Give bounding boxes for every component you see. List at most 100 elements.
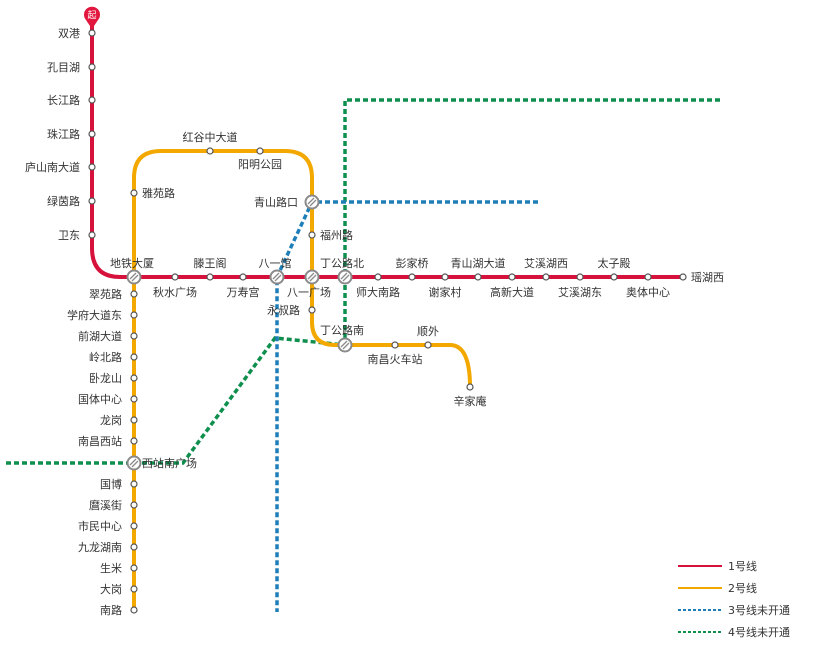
station-dot[interactable] xyxy=(679,273,687,281)
station-dot[interactable] xyxy=(130,564,138,572)
station-label[interactable]: 绿茵路 xyxy=(47,194,80,208)
station-label[interactable]: 高新大道 xyxy=(490,285,534,299)
station-dot[interactable] xyxy=(130,480,138,488)
station-label[interactable]: 彭家桥 xyxy=(396,256,429,270)
station-label[interactable]: 南昌火车站 xyxy=(368,352,423,366)
station-dot[interactable] xyxy=(130,374,138,382)
station-dot[interactable] xyxy=(171,273,179,281)
station-label[interactable]: 顺外 xyxy=(417,325,439,338)
transfer-station-icon[interactable] xyxy=(304,194,320,210)
station-label[interactable]: 珠江路 xyxy=(47,127,80,141)
station-label[interactable]: 长江路 xyxy=(47,94,80,107)
transfer-station-icon[interactable] xyxy=(304,269,320,285)
transfer-station-icon[interactable] xyxy=(269,269,285,285)
station-label[interactable]: 岭北路 xyxy=(89,350,122,364)
station-label[interactable]: 青山湖大道 xyxy=(451,256,506,270)
station-label[interactable]: 福州路 xyxy=(320,228,353,242)
station-label[interactable]: 丁公路南 xyxy=(320,324,364,337)
station-label[interactable]: 国体中心 xyxy=(78,392,122,406)
transfer-station-icon[interactable] xyxy=(337,337,353,353)
station-dot[interactable] xyxy=(610,273,618,281)
station-label[interactable]: 前湖大道 xyxy=(78,329,122,343)
station-label[interactable]: 师大南路 xyxy=(356,285,400,299)
station-label[interactable]: 南路 xyxy=(100,604,122,617)
station-label[interactable]: 九龙湖南 xyxy=(78,541,122,554)
station-label[interactable]: 阳明公园 xyxy=(238,158,282,171)
station-dot[interactable] xyxy=(88,29,96,37)
station-label[interactable]: 八一广场 xyxy=(287,285,331,299)
station-dot[interactable] xyxy=(130,543,138,551)
station-dot[interactable] xyxy=(88,163,96,171)
station-label[interactable]: 市民中心 xyxy=(78,519,122,533)
station-dot[interactable] xyxy=(239,273,247,281)
station-label[interactable]: 永叔路 xyxy=(267,303,300,317)
station-label[interactable]: 辛家庵 xyxy=(454,394,487,408)
station-dot[interactable] xyxy=(408,273,416,281)
station-label[interactable]: 雅苑路 xyxy=(142,186,175,200)
station-label[interactable]: 国博 xyxy=(100,478,122,491)
station-label[interactable]: 丁公路北 xyxy=(320,257,364,270)
station-dot[interactable] xyxy=(542,273,550,281)
station-label[interactable]: 艾溪湖西 xyxy=(524,257,568,270)
station-label[interactable]: 大岗 xyxy=(100,582,122,596)
station-dot[interactable] xyxy=(256,147,264,155)
station-label[interactable]: 龙岗 xyxy=(100,414,122,427)
station-dot[interactable] xyxy=(206,147,214,155)
station-label[interactable]: 艾溪湖东 xyxy=(558,286,602,299)
station-label[interactable]: 八一馆 xyxy=(259,256,292,270)
station-label[interactable]: 青山路口 xyxy=(254,196,298,209)
station-label[interactable]: 地铁大厦 xyxy=(110,256,154,270)
station-dot[interactable] xyxy=(130,522,138,530)
station-dot[interactable] xyxy=(206,273,214,281)
station-label[interactable]: 太子殿 xyxy=(598,257,631,270)
transfer-station-icon[interactable] xyxy=(126,455,142,471)
station-dot[interactable] xyxy=(88,130,96,138)
station-dot[interactable] xyxy=(88,231,96,239)
station-dot[interactable] xyxy=(88,63,96,71)
station-label[interactable]: 万寿宫 xyxy=(227,285,260,299)
station-label[interactable]: 庐山南大道 xyxy=(25,160,80,174)
station-label[interactable]: 滕王阁 xyxy=(194,256,227,270)
station-dot[interactable] xyxy=(88,197,96,205)
station-dot[interactable] xyxy=(374,273,382,281)
station-dot[interactable] xyxy=(466,383,474,391)
station-dot[interactable] xyxy=(576,273,584,281)
station-dot[interactable] xyxy=(130,290,138,298)
station-dot[interactable] xyxy=(130,332,138,340)
station-dot[interactable] xyxy=(130,585,138,593)
station-dot[interactable] xyxy=(130,437,138,445)
station-label[interactable]: 卧龙山 xyxy=(89,372,122,385)
station-label[interactable]: 谢家村 xyxy=(429,285,462,299)
station-dot[interactable] xyxy=(130,311,138,319)
station-dot[interactable] xyxy=(644,273,652,281)
station-dot[interactable] xyxy=(508,273,516,281)
station-label[interactable]: 南昌西站 xyxy=(78,434,122,448)
station-dot[interactable] xyxy=(130,416,138,424)
station-label[interactable]: 瑶湖西 xyxy=(691,271,724,284)
station-dot[interactable] xyxy=(308,231,316,239)
station-dot[interactable] xyxy=(391,341,399,349)
station-dot[interactable] xyxy=(474,273,482,281)
transfer-station-icon[interactable] xyxy=(126,269,142,285)
station-dot[interactable] xyxy=(130,395,138,403)
station-label[interactable]: 翠苑路 xyxy=(89,288,122,301)
station-label[interactable]: 卫东 xyxy=(58,229,80,242)
station-dot[interactable] xyxy=(441,273,449,281)
transfer-station-icon[interactable] xyxy=(337,269,353,285)
station-label[interactable]: 生米 xyxy=(100,561,122,575)
station-dot[interactable] xyxy=(88,96,96,104)
station-label[interactable]: 双港 xyxy=(58,27,80,40)
station-label[interactable]: 麿溪街 xyxy=(89,498,122,512)
station-dot[interactable] xyxy=(130,501,138,509)
station-label[interactable]: 红谷中大道 xyxy=(183,130,238,144)
station-label[interactable]: 孔目湖 xyxy=(47,61,80,74)
station-dot[interactable] xyxy=(424,341,432,349)
station-dot[interactable] xyxy=(130,353,138,361)
station-label[interactable]: 西站南广场 xyxy=(142,456,197,470)
station-dot[interactable] xyxy=(308,306,316,314)
station-dot[interactable] xyxy=(130,189,138,197)
station-label[interactable]: 奥体中心 xyxy=(626,285,670,299)
station-label[interactable]: 秋水广场 xyxy=(153,285,197,299)
station-label[interactable]: 学府大道东 xyxy=(67,308,122,322)
station-dot[interactable] xyxy=(130,606,138,614)
